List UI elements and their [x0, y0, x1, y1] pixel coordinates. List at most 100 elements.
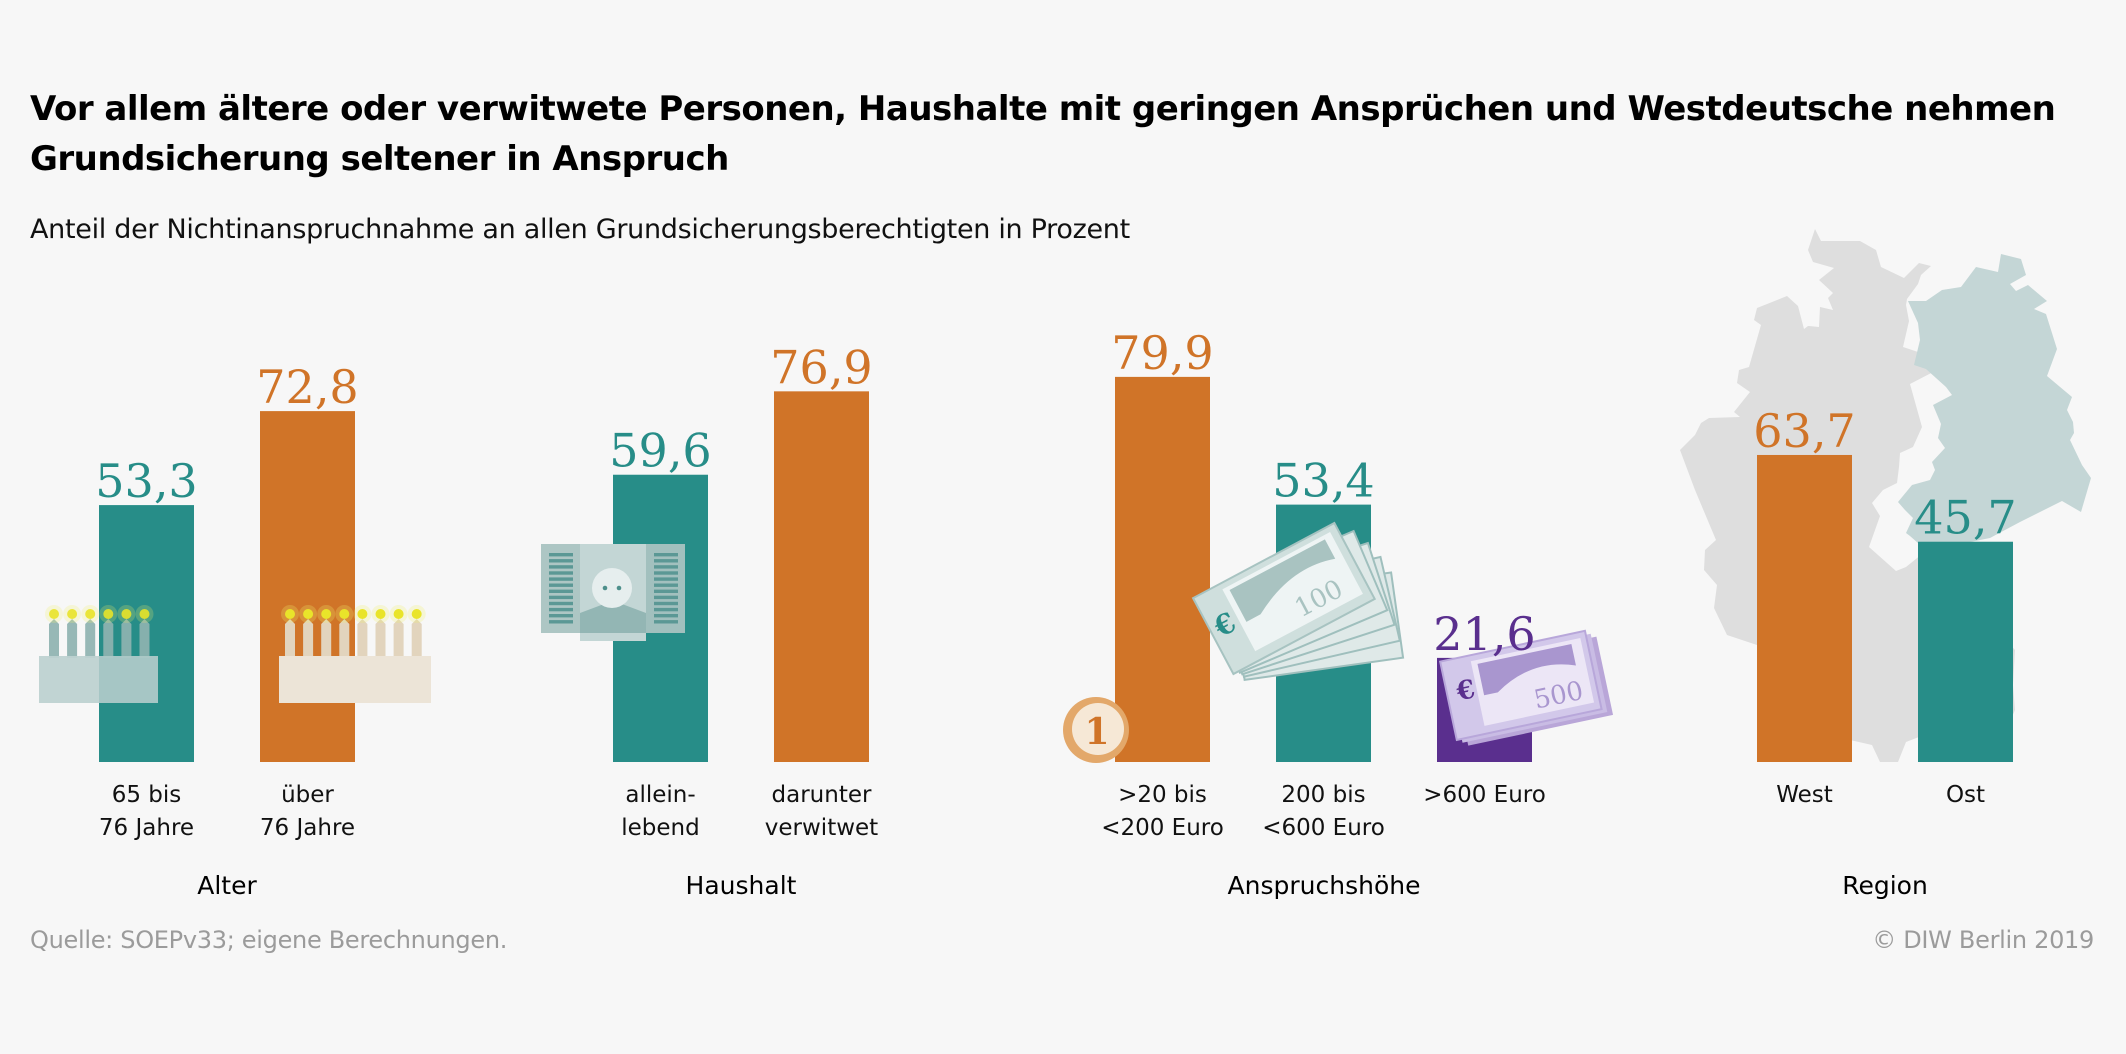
- house-window-person-icon: [541, 544, 685, 641]
- one-euro-coin-icon: 1: [1063, 697, 1129, 763]
- shutter-slat: [654, 559, 678, 563]
- shutter-slat: [549, 589, 573, 593]
- birthday-cake-8-candles-icon: [279, 605, 431, 703]
- banknote-face: [1222, 532, 1363, 652]
- candle-tip: [411, 619, 422, 624]
- data-label: 76,9: [770, 340, 872, 394]
- birthday-cake-6-candles-icon: [39, 605, 158, 703]
- bar-region-1: [1918, 541, 2013, 762]
- shutter-slat: [549, 595, 573, 600]
- shutter-slat: [654, 589, 678, 593]
- flame: [357, 609, 368, 619]
- shutter-slat: [654, 607, 678, 612]
- flame: [67, 609, 78, 619]
- flame: [49, 609, 59, 619]
- candle-tip: [103, 619, 114, 624]
- shutter-slat: [549, 571, 573, 575]
- shutter-slat: [549, 559, 573, 563]
- svg-text:1: 1: [1084, 711, 1109, 753]
- labels-layer: 53,3 65 bis 76 Jahre 72,8 über 76 Jahre Alter 5…: [95, 326, 2016, 900]
- candle-tip: [321, 619, 332, 624]
- shutter-slat: [549, 553, 573, 557]
- bar-haushalt-1: [774, 391, 869, 762]
- candle-tip: [67, 619, 78, 624]
- category-label: 65 bis: [112, 782, 182, 808]
- candle: [85, 624, 96, 658]
- category-label: verwitwet: [765, 815, 878, 841]
- 100-euro-banknote-stack-icon: €100: [1191, 521, 1405, 682]
- shutter-slat: [654, 583, 678, 587]
- category-label: 76 Jahre: [260, 815, 355, 841]
- flame: [339, 609, 350, 619]
- candle-tip: [121, 619, 132, 624]
- chart-title: Vor allem ältere oder verwitwete Persone…: [30, 89, 2056, 179]
- data-label: 63,7: [1753, 404, 1855, 458]
- group-label: Haushalt: [686, 871, 797, 900]
- candle-tip: [49, 619, 59, 624]
- chart-subtitle: Anteil der Nichtinanspruchnahme an allen…: [30, 214, 1130, 245]
- candle: [67, 624, 78, 658]
- bar-region-0: [1757, 454, 1852, 762]
- shutter-slat: [654, 614, 678, 618]
- shutter-slat: [549, 577, 573, 581]
- flame: [375, 609, 386, 619]
- category-label: allein-: [625, 782, 695, 808]
- shutter-slat: [549, 601, 573, 606]
- category-label: darunter: [772, 782, 872, 808]
- 500-euro-banknote-stack-icon: € 500: [1438, 629, 1614, 746]
- candle-tip: [303, 619, 314, 624]
- group-label: Alter: [197, 871, 257, 900]
- shutter-slat: [654, 571, 678, 575]
- flame: [121, 609, 132, 619]
- shutter-slat: [654, 553, 678, 557]
- flame: [321, 609, 332, 619]
- flame: [285, 609, 295, 619]
- candle: [357, 624, 368, 658]
- germany-map-icon: [1680, 229, 2091, 762]
- bar-alter-1: [260, 411, 355, 762]
- data-label: 53,3: [95, 454, 197, 508]
- category-label: >600 Euro: [1423, 782, 1546, 808]
- bar-anspruchshöhe-0: [1115, 376, 1210, 762]
- shutter-slat: [654, 595, 678, 600]
- candle-tip: [339, 619, 350, 624]
- category-label: 76 Jahre: [99, 815, 194, 841]
- flame: [139, 609, 150, 619]
- shutter-slat: [549, 607, 573, 612]
- map-east-germany: [1898, 254, 2091, 558]
- flame: [303, 609, 314, 619]
- candle: [303, 624, 314, 658]
- candle: [375, 624, 386, 658]
- category-label: 200 bis: [1281, 782, 1365, 808]
- category-label: >20 bis: [1118, 782, 1207, 808]
- candle: [49, 624, 59, 658]
- flame: [103, 609, 114, 619]
- candle: [321, 624, 332, 658]
- category-label: West: [1776, 782, 1833, 808]
- category-label: über: [281, 782, 334, 808]
- data-label: 79,9: [1111, 326, 1213, 380]
- candle-tip: [85, 619, 96, 624]
- flame: [393, 609, 404, 619]
- group-label: Region: [1842, 871, 1928, 900]
- data-label: 53,4: [1272, 454, 1374, 508]
- category-label: Ost: [1946, 782, 1985, 808]
- flame: [411, 609, 422, 619]
- shutter-slat: [549, 565, 573, 569]
- candle-tip: [357, 619, 368, 624]
- category-label: <200 Euro: [1101, 815, 1224, 841]
- candle-tip: [375, 619, 386, 624]
- category-label: <600 Euro: [1262, 815, 1385, 841]
- data-label: 72,8: [256, 360, 358, 414]
- data-label: 45,7: [1914, 491, 2016, 545]
- shutter-slat: [654, 601, 678, 606]
- copyright-note: © DIW Berlin 2019: [1872, 926, 2094, 954]
- candle: [121, 624, 132, 658]
- icons-layer: 1 €100 € 500: [39, 521, 1614, 763]
- shutter-slat: [549, 620, 573, 624]
- category-label: lebend: [621, 815, 699, 841]
- source-note: Quelle: SOEPv33; eigene Berechnungen.: [30, 926, 508, 954]
- data-label: 59,6: [609, 424, 711, 478]
- data-label: 21,6: [1433, 607, 1535, 661]
